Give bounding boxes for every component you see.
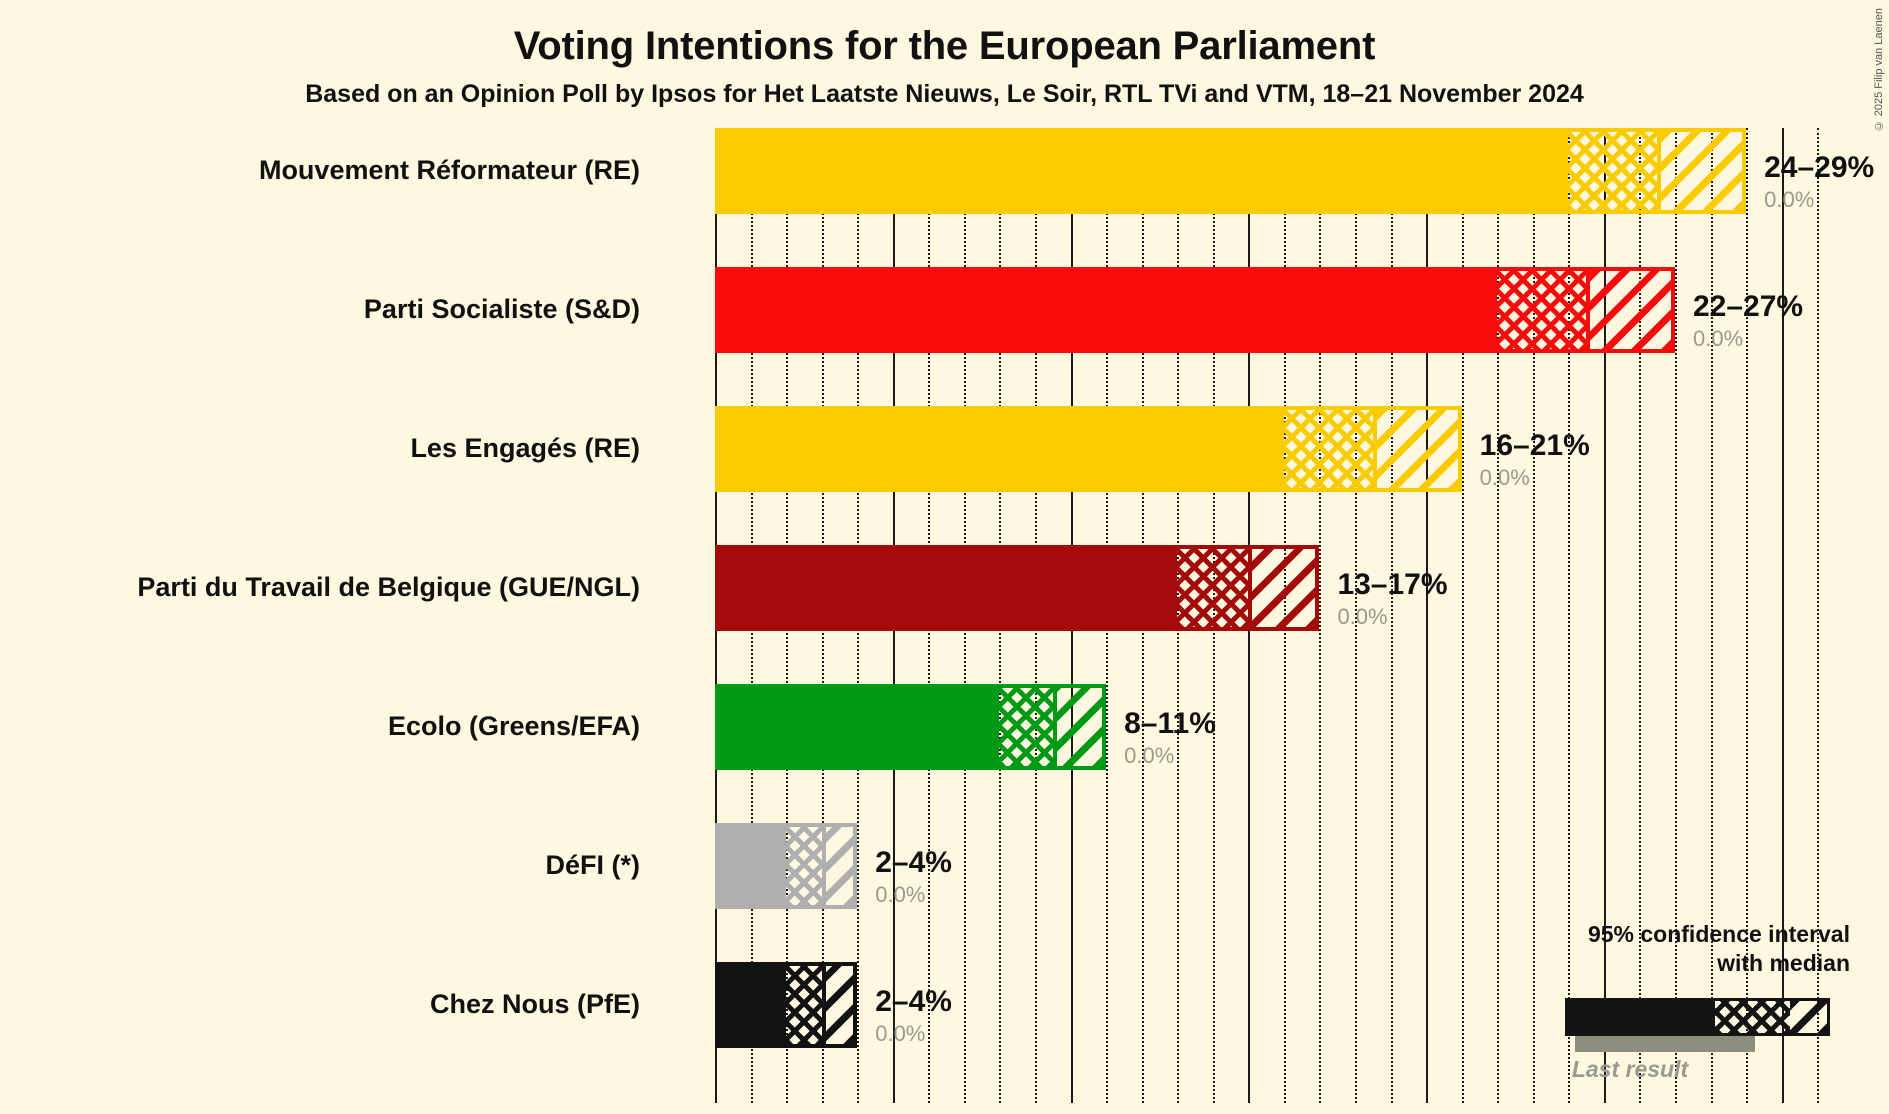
confidence-interval-bar [715,545,1320,631]
last-result-value-label: 0.0% [1124,743,1175,768]
gridline-minor [1390,128,1393,1103]
bar-segment-crosshatch [786,962,822,1048]
bar-segment-solid [715,406,1284,492]
legend-segment-crosshatch [1715,998,1790,1036]
bar-segment-crosshatch [1283,406,1373,492]
bar-segment-diagonal [1657,128,1747,214]
bar-segment-solid [715,684,1000,770]
bar-segment-solid [715,267,1498,353]
gridline-minor [1532,128,1535,1103]
legend: 95% confidence interval with median Last… [1430,920,1850,1082]
bar-row: Parti Socialiste (S&D) 22–27% 0.0% [364,267,1835,353]
last-result-value-label: 0.0% [1337,604,1388,629]
median-marker [1586,267,1591,353]
range-value-label: 8–11% [1124,707,1216,740]
party-label: Mouvement Réformateur (RE) [258,155,640,185]
gridline-major [1426,128,1429,1103]
legend-last-result-bar [1575,1036,1755,1052]
party-label: Les Engagés (RE) [410,433,640,463]
legend-segment-diagonal [1790,998,1830,1036]
bar-segment-crosshatch [1177,545,1249,631]
median-marker [1372,406,1377,492]
range-value-label: 16–21% [1479,429,1590,462]
range-value-label: 24–29% [1764,151,1875,184]
party-label: Chez Nous (PfE) [429,989,640,1019]
last-result-value-label: 0.0% [1479,465,1530,490]
chart-subtitle: Based on an Opinion Poll by Ipsos for He… [305,80,1584,108]
last-result-value-label: 0.0% [1693,326,1744,351]
bar-segment-diagonal [821,962,858,1048]
bar-row: Parti du Travail de Belgique (GUE/NGL) 13… [137,545,1835,631]
bar-segment-solid [715,128,1569,214]
bar-row: Chez Nous (PfE) 2–4% 0.0% [430,962,1835,1048]
bar-segment-crosshatch [786,823,822,909]
copyright-notice: © 2025 Filip van Laenen [1873,8,1885,132]
bar-segment-solid [715,823,787,909]
range-value-label: 22–27% [1693,290,1804,323]
bar-segment-solid [715,545,1178,631]
legend-confidence-bar [1565,998,1830,1036]
bar-segment-solid [715,962,787,1048]
bar-row: Ecolo (Greens/EFA) 8–11% 0.0% [388,684,1835,770]
gridline-minor [1568,128,1571,1103]
plot-area: Mouvement Réformateur (RE) 24–29% 0.0% Part… [137,128,1874,1103]
confidence-interval-bar [715,406,1462,492]
bar-segment-crosshatch [1568,128,1658,214]
party-label: Parti Socialiste (S&D) [363,294,640,324]
median-marker [821,962,826,1048]
bar-segment-crosshatch [999,684,1053,770]
bar-row: Les Engagés (RE) 16–21% 0.0% [410,406,1835,492]
bar-segment-crosshatch [1497,267,1587,353]
median-marker [1248,545,1253,631]
gridline-minor [1746,128,1749,1103]
last-result-value-label: 0.0% [1764,187,1815,212]
range-value-label: 2–4% [875,846,952,879]
bar-row: DéFI (*) 2–4% 0.0% [546,823,1835,909]
gridline-minor [1639,128,1642,1103]
gridline-minor [1355,128,1357,1103]
bar-segment-diagonal [821,823,858,909]
confidence-interval-bar [715,128,1747,214]
last-result-value-label: 0.0% [875,1021,926,1046]
bar-segment-diagonal [1586,267,1675,353]
gridline-minor [1817,128,1820,1103]
gridline-major [1781,128,1784,1103]
bar-segment-diagonal [1052,684,1107,770]
range-value-label: 2–4% [875,985,952,1018]
confidence-interval-bar [715,684,1107,770]
median-marker [821,823,826,909]
confidence-interval-bar [715,267,1675,353]
gridline-minor [1319,128,1322,1103]
gridline-minor [1710,128,1713,1103]
gridline-minor [1497,128,1500,1103]
range-value-label: 13–17% [1337,568,1448,601]
party-label: Ecolo (Greens/EFA) [387,711,640,741]
party-label: DéFI (*) [545,850,641,880]
median-marker [1657,128,1662,214]
confidence-interval-bar [715,823,858,909]
legend-last-result-label: Last result [1571,1056,1689,1082]
legend-title-line2: with median [1717,949,1850,976]
gridline-major [1603,128,1606,1103]
legend-title-line1: 95% confidence interval [1587,921,1850,947]
last-result-value-label: 0.0% [875,882,926,907]
gridline-minor [1461,128,1464,1103]
bar-segment-diagonal [1372,406,1462,492]
confidence-interval-bar [715,962,858,1048]
bar-row: Mouvement Réformateur (RE) 24–29% 0.0% [259,128,1874,214]
gridline-minor [1675,128,1677,1103]
legend-segment-solid [1565,998,1715,1036]
bar-segment-diagonal [1248,545,1320,631]
party-label: Parti du Travail de Belgique (GUE/NGL) [137,572,640,602]
median-marker [1052,684,1057,770]
page-title: Voting Intentions for the European Parli… [513,24,1376,68]
